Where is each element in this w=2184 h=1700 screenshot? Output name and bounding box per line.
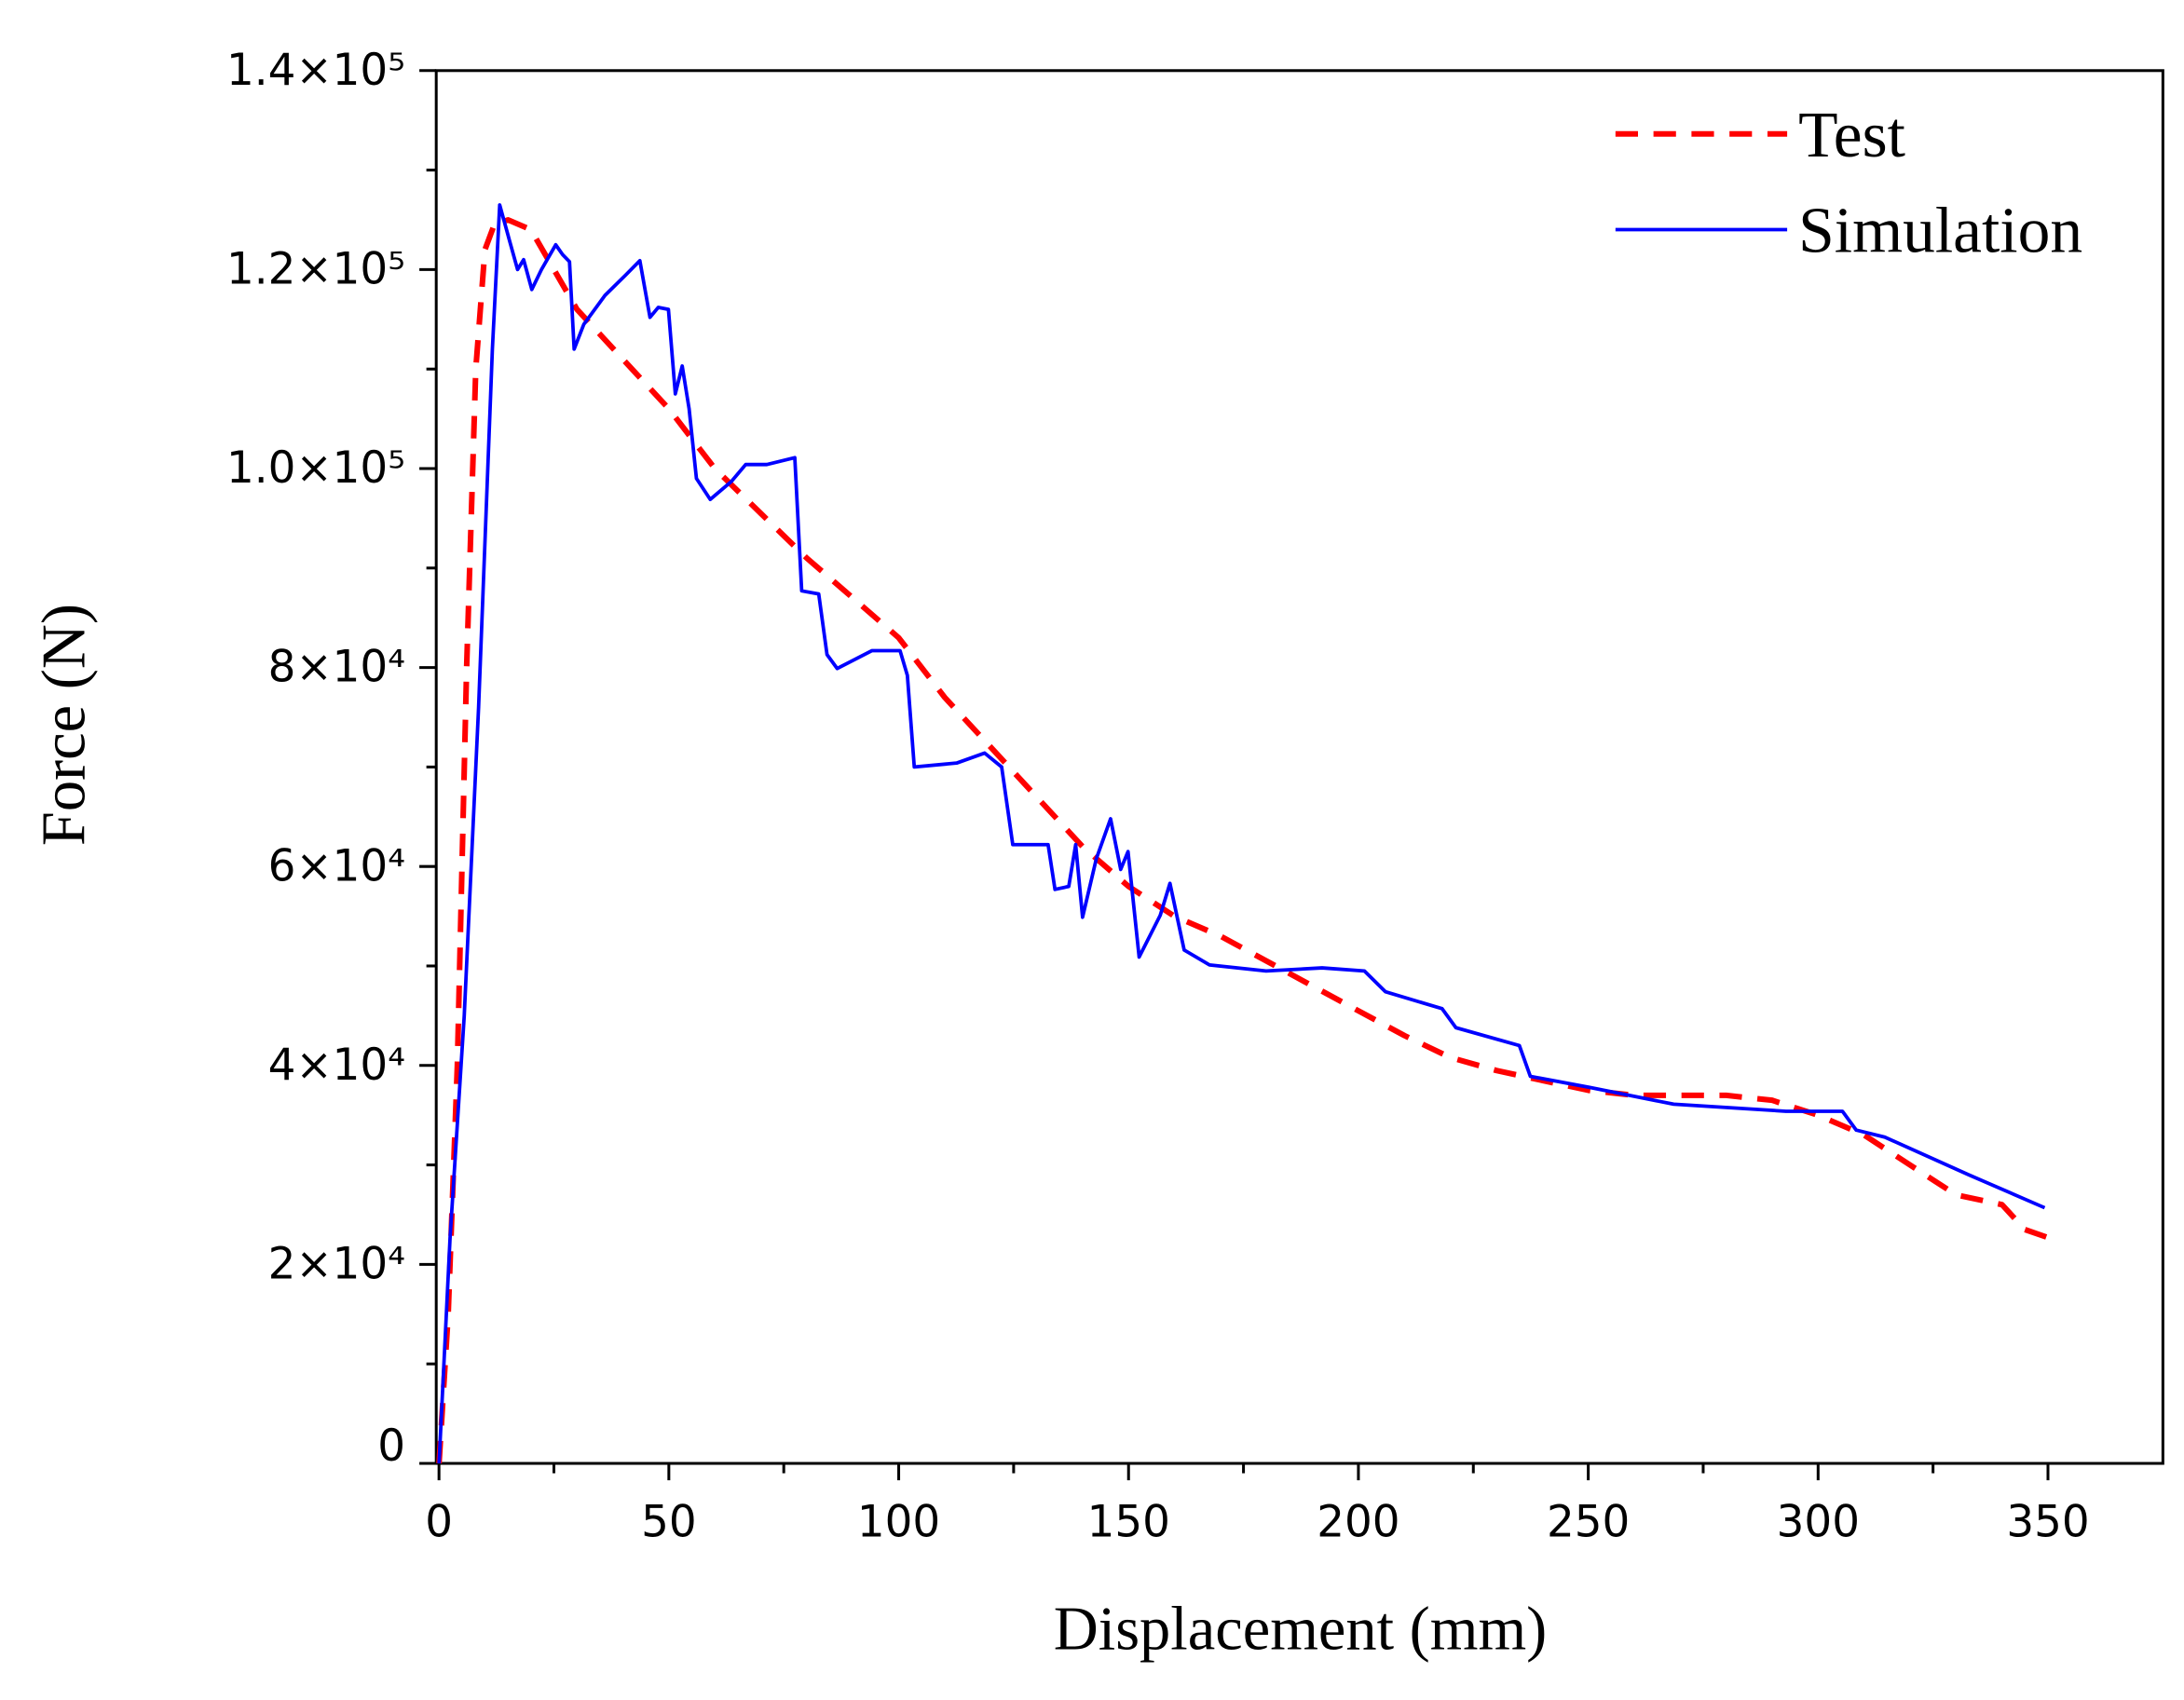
x-tick-label: 0 — [425, 1498, 453, 1548]
x-tick-label: 350 — [2006, 1498, 2089, 1548]
y-tick-label: 1.4×10⁵ — [226, 46, 405, 96]
x-tick-label: 50 — [641, 1498, 697, 1548]
y-tick-label: 8×10⁴ — [268, 643, 405, 693]
y-tick-label: 2×10⁴ — [268, 1239, 405, 1289]
x-tick-label: 150 — [1087, 1498, 1170, 1548]
x-tick-label: 200 — [1317, 1498, 1399, 1548]
y-tick-label: 6×10⁴ — [268, 841, 405, 891]
series-line — [437, 203, 2046, 1464]
x-axis-title: Displacement (mm) — [1054, 1595, 1547, 1663]
plot-frame — [434, 69, 2164, 1465]
y-tick-label: 0 — [377, 1421, 405, 1472]
x-tick-label: 100 — [857, 1498, 940, 1548]
legend-label: Simulation — [1798, 196, 2082, 267]
y-tick-label: 1.2×10⁵ — [226, 244, 405, 294]
x-tick-label: 250 — [1547, 1498, 1630, 1548]
legend-label: Test — [1798, 100, 1905, 171]
y-tick-label: 4×10⁴ — [268, 1040, 405, 1091]
series-line — [436, 217, 2049, 1464]
y-axis-title: Force (N) — [31, 604, 99, 846]
x-tick-label: 300 — [1777, 1498, 1860, 1548]
y-tick-label: 1.0×10⁵ — [226, 443, 405, 494]
